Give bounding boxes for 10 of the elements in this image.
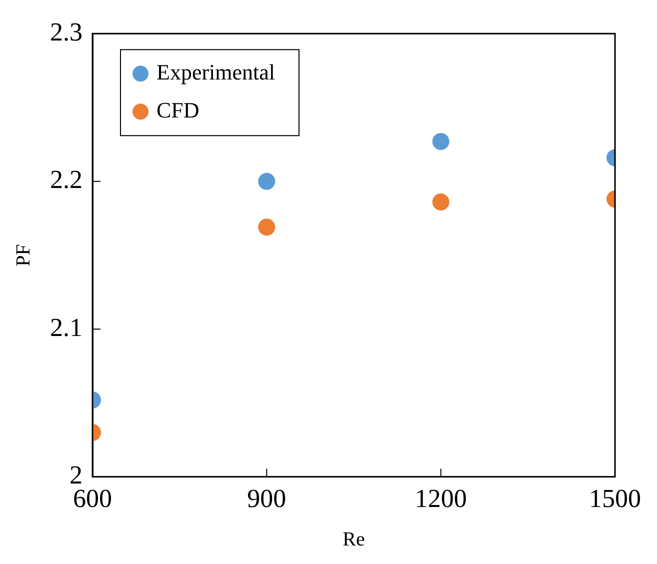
legend-label: CFD: [156, 97, 200, 122]
y-tick-label: 2.1: [50, 312, 82, 342]
x-tick-label: 1500: [589, 484, 641, 514]
legend-label: Experimental: [156, 59, 276, 84]
x-tick-label: 900: [247, 484, 286, 514]
y-axis-title: PF: [12, 244, 34, 266]
x-tick-label: 1200: [414, 484, 467, 514]
x-axis-title: Re: [342, 528, 365, 550]
y-tick-label: 2.3: [50, 17, 82, 46]
y-tick-label: 2.2: [50, 165, 82, 194]
